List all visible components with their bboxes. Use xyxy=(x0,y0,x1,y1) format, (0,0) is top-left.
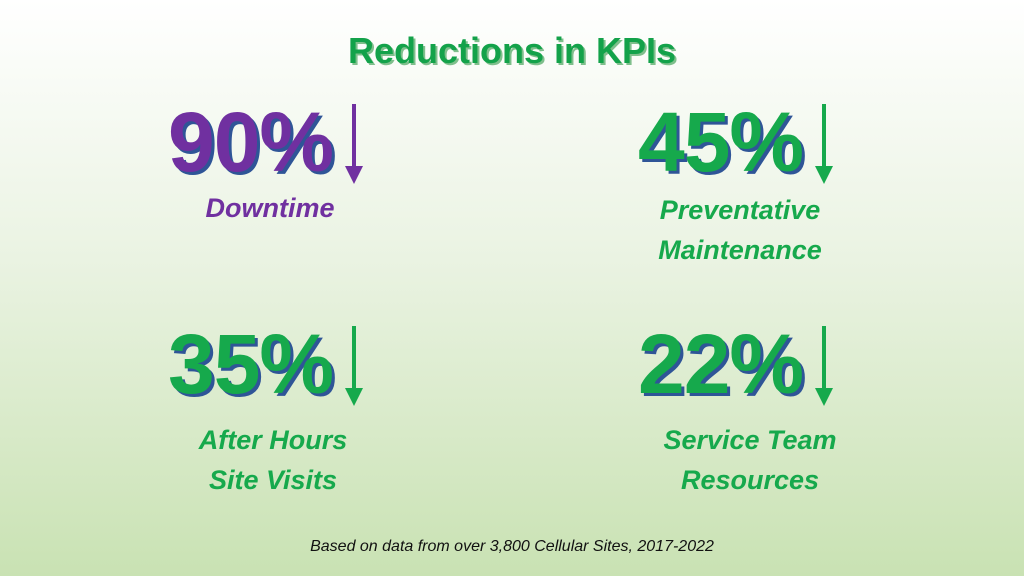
footnote: Based on data from over 3,800 Cellular S… xyxy=(310,538,714,555)
kpi-preventative-value-row: 45% xyxy=(638,100,835,186)
kpi-downtime-label: Downtime xyxy=(150,188,390,228)
kpi-downtime-value: 90% xyxy=(168,95,334,189)
kpi-preventative-label-line-2: Maintenance xyxy=(658,235,822,265)
kpi-after-hours-label: After Hours Site Visits xyxy=(153,420,393,500)
kpi-preventative-label: Preventative Maintenance xyxy=(620,190,860,270)
arrow-down-icon xyxy=(345,326,364,406)
arrow-down-icon xyxy=(345,104,364,184)
kpi-after-hours-label-line-2: Site Visits xyxy=(208,465,338,495)
slide-title: Reductions in KPIs xyxy=(347,30,677,71)
kpi-service-team-value: 22% xyxy=(638,317,804,411)
kpi-service-team-label: Service Team Resources xyxy=(630,420,870,500)
kpi-preventative-value: 45% xyxy=(638,95,804,189)
kpi-service-team-label-line-1: Service Team xyxy=(663,425,837,455)
arrow-down-icon xyxy=(815,104,834,184)
kpi-service-team-value-row: 22% xyxy=(638,322,835,408)
kpi-after-hours-label-line-1: After Hours xyxy=(198,425,348,455)
kpi-preventative-label-line-1: Preventative xyxy=(659,195,821,225)
arrow-down-icon xyxy=(815,326,834,406)
kpi-downtime-value-row: 90% xyxy=(168,100,365,186)
kpi-after-hours-value-row: 35% xyxy=(168,322,365,408)
kpi-service-team-label-line-2: Resources xyxy=(680,465,820,495)
kpi-downtime-label-line-1: Downtime xyxy=(205,193,335,223)
kpi-after-hours-value: 35% xyxy=(168,317,334,411)
